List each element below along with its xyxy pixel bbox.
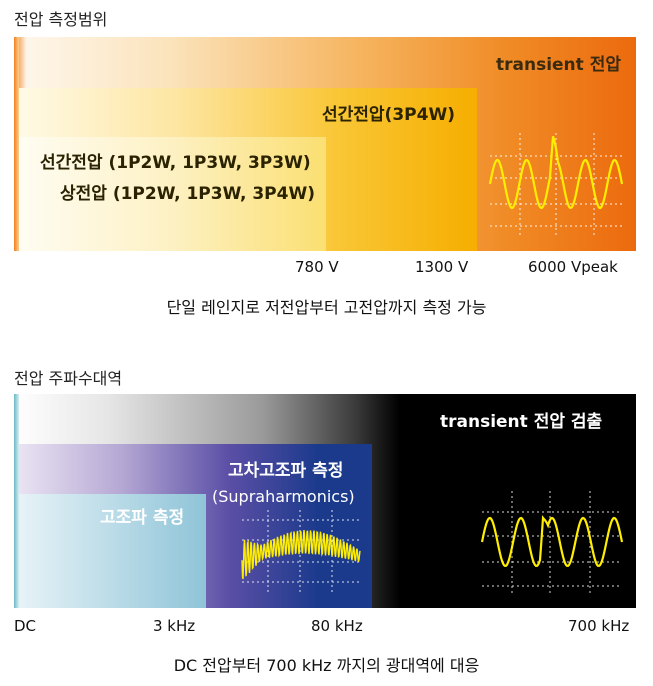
transient-detection-label: transient 전압 검출 bbox=[440, 412, 603, 432]
frequency-band-caption: DC 전압부터 700 kHz 까지의 광대역에 대응 bbox=[173, 656, 480, 675]
tick-3khz: 3 kHz bbox=[153, 617, 196, 635]
transient-voltage-label: transient 전압 bbox=[496, 55, 621, 75]
harmonics-label: 고조파 측정 bbox=[100, 508, 185, 528]
left-edge-stripe bbox=[14, 37, 19, 251]
line-voltage-multi-label: 선간전압 (1P2W, 1P3W, 3P3W) bbox=[40, 153, 311, 173]
harmonics-band bbox=[14, 494, 206, 608]
tick-780v: 780 V bbox=[295, 258, 339, 276]
tick-700khz: 700 kHz bbox=[568, 617, 630, 635]
voltage-range-caption: 단일 레인지로 저전압부터 고전압까지 측정 가능 bbox=[166, 298, 487, 317]
high-order-harmonics-label: 고차고조파 측정 bbox=[228, 461, 344, 481]
tick-80khz: 80 kHz bbox=[311, 617, 363, 635]
tick-6000vpeak: 6000 Vpeak bbox=[528, 258, 618, 276]
dc-edge-stripe bbox=[14, 394, 19, 608]
phase-voltage-label: 상전압 (1P2W, 1P3W, 3P4W) bbox=[60, 184, 315, 204]
frequency-band-title: 전압 주파수대역 bbox=[14, 369, 123, 388]
transient-waveform-2 bbox=[480, 491, 624, 596]
voltage-780-band bbox=[14, 137, 326, 251]
voltage-range-title: 전압 측정범위 bbox=[14, 10, 108, 29]
tick-1300v: 1300 V bbox=[415, 258, 469, 276]
line-voltage-3p4w-label: 선간전압(3P4W) bbox=[322, 105, 455, 125]
supraharmonics-waveform bbox=[241, 510, 361, 592]
transient-waveform-1 bbox=[488, 133, 624, 238]
tick-dc: DC bbox=[14, 617, 37, 635]
supraharmonics-label: (Supraharmonics) bbox=[212, 487, 355, 506]
